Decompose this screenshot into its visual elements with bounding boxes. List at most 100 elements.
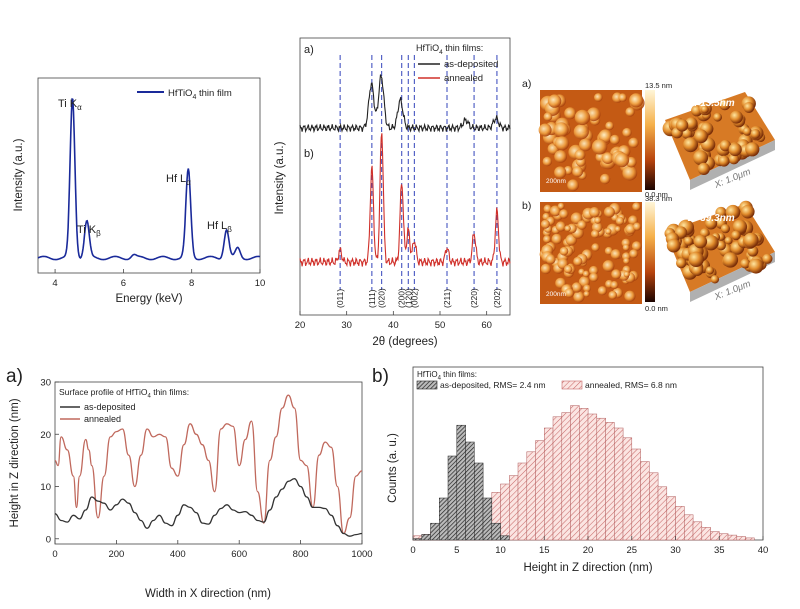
histogram-xtick-label: 35 <box>714 545 725 556</box>
afm-3d-grain-b <box>743 232 759 248</box>
afm-grain-b <box>608 290 617 300</box>
afm-grain-b <box>605 228 612 235</box>
afm-3d-grain-b <box>703 235 719 251</box>
afm-grain-a <box>553 122 569 138</box>
afm-3d-grain-b <box>688 251 704 267</box>
afm-3d-grain-a <box>728 142 742 157</box>
profile-xtick-label: 400 <box>170 549 186 560</box>
afm-grain-b <box>563 265 573 274</box>
afm-grain-b <box>545 254 556 265</box>
xrd-legend-title: HfTiO4 thin films: <box>416 43 483 56</box>
histogram-legend-as-deposited: as-deposited, RMS= 2.4 nm <box>440 380 546 390</box>
afm-grain-b <box>577 220 587 230</box>
xrd-xlabel: 2θ (degrees) <box>372 336 437 348</box>
afm-grain-b <box>629 249 639 259</box>
afm-3d-a <box>662 92 775 190</box>
histogram-xtick-label: 15 <box>539 545 550 556</box>
afm-grain-a <box>564 107 577 120</box>
histogram-bar-annealed <box>649 472 659 541</box>
afm-grain-a <box>554 150 567 163</box>
afm-grain-a <box>614 152 630 168</box>
histogram-bar-as-deposited <box>491 522 501 541</box>
afm-grain-b <box>573 291 585 303</box>
histogram-bar-as-deposited <box>439 497 449 541</box>
afm-scalebar-a: 200nm <box>546 178 566 185</box>
afm-grain-a <box>586 107 601 122</box>
afm-3d-b <box>664 200 775 302</box>
histogram-bar-annealed <box>500 483 510 541</box>
afm-grain-b <box>571 282 582 293</box>
xrd-hkl-label: (111) <box>367 289 377 308</box>
xrd-xtick-label: 50 <box>435 320 446 331</box>
afm-3d-grain-a <box>693 150 709 166</box>
afm-grain-b <box>557 202 565 210</box>
xrd-ylabel: Intensity (a.u.) <box>274 141 286 214</box>
profile-ytick-label: 10 <box>40 482 51 493</box>
afm-3d-grain-b <box>725 204 741 220</box>
histogram-xticks: 0 5 10 15 20 25 30 35 40 <box>410 536 768 556</box>
afm-3d-grain-a <box>694 129 708 144</box>
histogram-bar-annealed <box>605 422 615 541</box>
xrd-hkl-label: (202) <box>492 288 502 308</box>
afm-3d-grain-a <box>728 153 740 165</box>
profile-legend-annealed: annealed <box>84 414 121 424</box>
afm-grain-b <box>564 288 575 298</box>
histogram-legend-title: HfTiO4 thin films: <box>417 370 477 382</box>
afm-image-b <box>539 202 642 304</box>
afm-grain-a <box>574 109 591 126</box>
xrd-hkl-label: (002) <box>409 288 419 308</box>
profile-frame <box>54 381 363 545</box>
histogram-bar-annealed <box>657 486 668 541</box>
histogram-xtick-label: 20 <box>583 545 594 556</box>
histogram-xtick-label: 30 <box>670 545 681 556</box>
histogram-bar-as-deposited <box>412 538 423 541</box>
xrd-hkl-label: (120) <box>403 288 413 308</box>
histogram-bar-as-deposited <box>447 455 458 541</box>
afm-grain-a <box>574 149 586 161</box>
afm-grain-b <box>559 246 569 256</box>
afm-3d-grain-b <box>676 257 687 269</box>
afm-grain-b <box>628 215 638 226</box>
afm-3d-grain-b <box>741 204 755 219</box>
histogram-bars-as-deposited <box>412 424 510 541</box>
afm-grain-b <box>610 281 619 289</box>
afm-3d-grain-b <box>740 258 751 269</box>
afm-grain-a <box>609 134 620 145</box>
afm-grain-b <box>549 205 561 217</box>
afm-3d-grain-a <box>743 102 755 113</box>
afm-label-a: a) <box>522 78 531 90</box>
histogram-bar-annealed <box>684 514 694 541</box>
afm-3d-grain-b <box>666 238 681 253</box>
afm-grain-a <box>542 156 552 167</box>
xrd-hkl-label: (020) <box>377 288 387 308</box>
afm-grain-b <box>564 225 571 232</box>
afm-zmin-a: 0.0 nm <box>645 190 668 199</box>
afm-grain-b <box>610 249 621 260</box>
afm-3d-grain-b <box>748 258 764 274</box>
histogram-xtick-label: 10 <box>495 545 506 556</box>
eds-peak-label-hf-lb: Hf Lβ <box>207 220 232 234</box>
afm-grain-b <box>590 229 600 239</box>
afm-3d-grain-a <box>713 112 722 122</box>
histogram-bar-as-deposited <box>430 522 440 541</box>
afm-3d-grain-a <box>718 155 730 167</box>
eds-xtick-label: 4 <box>52 278 57 289</box>
afm-grain-b <box>589 265 599 276</box>
eds-xtick-label: 10 <box>255 278 266 289</box>
afm-grain-b <box>559 209 569 219</box>
afm-3d-grain-a <box>719 99 731 111</box>
xrd-panel-label-a: a) <box>304 44 314 56</box>
afm-3d-grain-b <box>716 240 726 251</box>
afm-grain-b <box>614 226 621 233</box>
afm-colorbar-b <box>645 202 655 302</box>
eds-series-line <box>37 97 261 261</box>
histogram-bar-annealed <box>526 451 536 541</box>
afm-3d-grain-a <box>742 127 752 136</box>
afm-grain-b <box>573 256 583 266</box>
histogram-bar-annealed <box>587 413 598 541</box>
afm-3d-grain-a <box>745 142 760 157</box>
histogram-bar-as-deposited <box>465 441 475 541</box>
profile-xtick-label: 0 <box>52 549 57 560</box>
histogram-legend-annealed: annealed, RMS= 6.8 nm <box>585 380 677 390</box>
profile-panel: a) 0 200 400 600 800 1000 0 10 20 30 Width in X d… <box>6 366 373 600</box>
